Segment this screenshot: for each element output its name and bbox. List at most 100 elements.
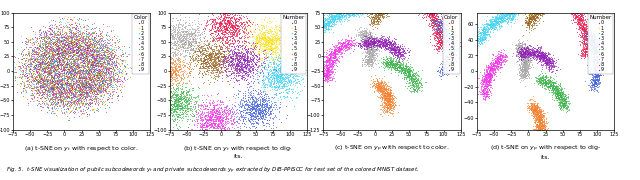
Point (44, 54, 54, 57)
Point (362, 42, 372, 45)
Point (78, 98, 88, 101)
Point (324, 74, 334, 77)
Point (387, 102, 397, 104)
Point (587, 40, 597, 43)
Point (349, 0, 359, 1)
Point (398, 57, 408, 59)
Point (446, 49, 456, 51)
Point (24, 86, 34, 89)
Point (84, 74, 95, 77)
Point (70, 91, 80, 94)
Point (385, 94, 395, 97)
Point (269, 36, 279, 39)
Point (565, 7, 575, 10)
Point (342, 12, 353, 15)
Point (368, 39, 378, 42)
Point (529, 8, 540, 11)
Point (82, 44, 92, 47)
Point (171, 69, 181, 71)
Point (52, 69, 63, 72)
Point (260, 38, 271, 41)
Point (84, 81, 95, 84)
Point (107, 85, 117, 88)
Point (380, 88, 390, 91)
Point (538, 125, 548, 128)
Point (352, 1, 362, 4)
Point (526, 102, 536, 105)
Point (331, 49, 341, 52)
Point (92, 79, 102, 82)
Point (153, 67, 163, 69)
Point (78, 74, 88, 77)
Point (82, 57, 92, 60)
Point (52, 97, 62, 100)
Point (534, 120, 544, 123)
Point (504, 2, 514, 5)
Point (524, 54, 534, 57)
Point (31, 63, 41, 66)
Point (272, 45, 282, 48)
Point (440, 67, 451, 69)
Point (236, 22, 246, 25)
Point (341, 1, 351, 3)
Point (59, 88, 69, 91)
Point (99, 42, 109, 44)
Point (331, 59, 341, 62)
Point (591, 82, 601, 85)
Point (483, 83, 493, 86)
Point (255, 98, 266, 101)
Point (173, 52, 183, 55)
Point (341, 3, 351, 6)
Point (246, 108, 257, 111)
Point (360, 36, 370, 39)
Point (72, 93, 83, 96)
Point (88, 83, 99, 86)
Point (177, 118, 187, 121)
Point (90, 100, 100, 102)
Point (254, 39, 264, 42)
Point (481, 30, 492, 32)
Point (51, 52, 61, 55)
Point (407, 80, 417, 83)
Point (382, 57, 392, 60)
Point (254, 37, 264, 40)
Point (38, 63, 48, 66)
Point (493, 5, 503, 8)
Point (202, 42, 212, 45)
Point (32, 81, 42, 84)
Point (481, 29, 491, 32)
Point (236, 55, 246, 58)
Point (365, 46, 376, 48)
Point (369, 15, 380, 18)
Point (112, 77, 122, 80)
Point (240, 65, 250, 68)
Point (397, 50, 408, 52)
Point (376, 39, 387, 42)
Point (342, 0, 353, 1)
Point (100, 83, 110, 86)
Point (223, 59, 233, 62)
Point (271, 39, 282, 41)
Point (167, 34, 177, 37)
Point (32, 80, 42, 82)
Point (156, 65, 166, 68)
Point (188, 86, 198, 89)
Point (31, 99, 41, 102)
Point (29, 71, 39, 74)
Point (367, 35, 378, 38)
Point (103, 78, 113, 81)
Point (578, 44, 588, 47)
Point (554, 95, 564, 98)
Point (75, 69, 85, 72)
Point (372, 48, 382, 50)
Point (42, 64, 52, 66)
Point (584, 48, 594, 51)
Point (272, 81, 282, 84)
Point (61, 25, 71, 28)
Point (255, 89, 265, 92)
Point (351, 0, 361, 1)
Point (389, 51, 399, 54)
Point (529, 104, 540, 107)
Point (45, 70, 56, 73)
Point (90, 67, 100, 70)
